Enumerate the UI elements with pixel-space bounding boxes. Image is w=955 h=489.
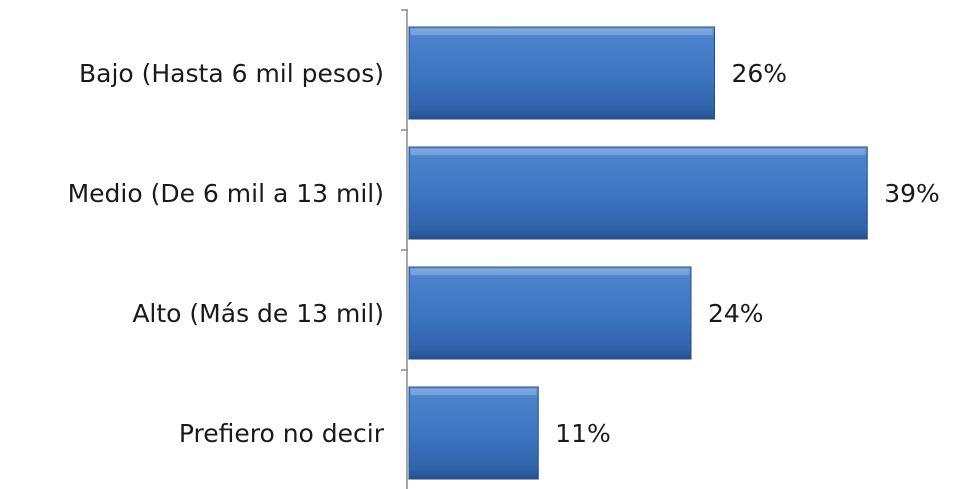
- data-labels: 26% 39% 24% 11%: [555, 59, 940, 448]
- bar-highlight: [411, 149, 866, 155]
- data-label: 24%: [708, 299, 764, 328]
- bar: [408, 26, 715, 120]
- category-label: Bajo (Hasta 6 mil pesos): [79, 59, 384, 88]
- bar-highlight: [411, 269, 689, 275]
- category-label: Alto (Más de 13 mil): [132, 299, 384, 328]
- data-label: 11%: [555, 419, 611, 448]
- data-label: 26%: [732, 59, 788, 88]
- bar: [408, 146, 868, 240]
- bar-highlight: [411, 389, 537, 395]
- data-label: 39%: [884, 179, 940, 208]
- category-labels: Bajo (Hasta 6 mil pesos) Medio (De 6 mil …: [68, 59, 385, 448]
- bar: [408, 386, 539, 480]
- bar-series: [408, 26, 868, 480]
- bar: [408, 266, 692, 360]
- category-label: Medio (De 6 mil a 13 mil): [68, 179, 384, 208]
- category-label: Prefiero no decir: [179, 419, 385, 448]
- bar-highlight: [411, 29, 713, 35]
- y-axis-ticks: [401, 9, 408, 371]
